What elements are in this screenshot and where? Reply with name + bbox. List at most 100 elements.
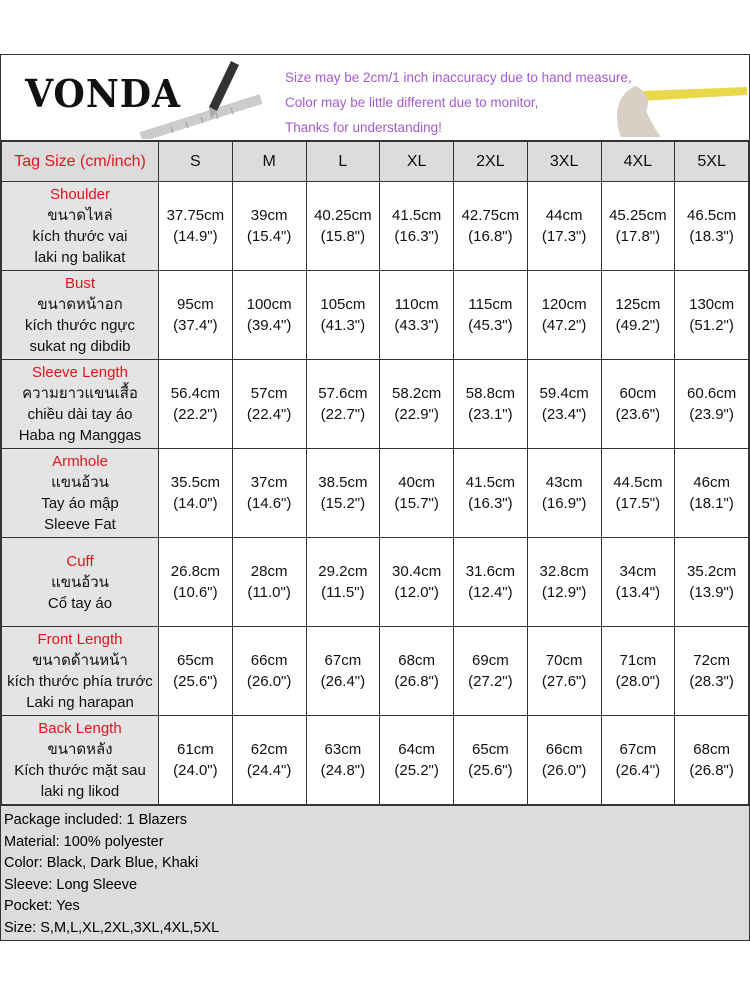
inch-value: (13.9") [689,584,734,601]
cm-value: 31.6cm [465,563,515,580]
info-line: Size: S,M,L,XL,2XL,3XL,4XL,5XL [4,919,220,936]
measurement-cell: 70cm (27.6") [526,626,602,716]
measurement-cell: 41.5cm (16.3") [453,448,528,538]
inch-value: (51.2") [689,317,734,334]
measurement-translation: kích thước ngực [25,317,135,334]
measurement-row: Front Length ขนาดด้านหน้า kích thước phía … [1,626,749,716]
measurement-translation: Haba ng Manggas [18,427,142,444]
cm-value: 38.5cm [318,474,368,491]
cm-value: 70cm [545,652,583,669]
size-header: S [158,141,233,182]
size-header: 2XL [453,141,528,182]
cm-value: 115cm [468,296,513,313]
info-line: Color: Black, Dark Blue, Khaki [4,855,199,872]
banner: VONDA Size may be 2cm/1 inch inaccuracy … [1,55,749,141]
measurement-label: Sleeve Length ความยาวแขนเสื้อ chiều dài ta… [1,359,159,449]
inch-value: (24.0") [173,762,218,779]
brand-logo: VONDA [25,71,181,116]
inch-value: (23.1") [468,406,513,423]
cm-value: 26.8cm [170,563,220,580]
size-header: 5XL [674,141,749,182]
measurement-translation: Laki ng harapan [26,694,134,711]
cm-value: 58.8cm [465,385,515,402]
measurement-name: Sleeve Length [32,364,128,381]
measurement-name: Back Length [38,720,122,737]
cm-value: 105cm [320,296,366,313]
measurement-translation: Tay áo mập [41,495,119,512]
info-line: Package included: 1 Blazers [4,812,187,828]
inch-value: (26.0") [541,762,587,779]
inch-value: (12.0") [394,584,439,601]
cm-value: 45.25cm [609,207,667,224]
measurement-cell: 65cm (25.6") [158,626,233,716]
size-table: Tag Size (cm/inch) S M L XL 2XL 3XL 4XL 5XL Sho… [1,141,749,805]
measurement-cell: 130cm (51.2") [674,270,749,360]
inch-value: (12.9") [541,584,587,601]
measurement-cell: 42.75cm (16.8") [453,181,528,271]
cm-value: 46.5cm [687,207,737,224]
measurement-label: Bust ขนาดหน้าอก kích thước ngực sukat ng di… [1,270,159,360]
measurement-cell: 67cm (26.4") [600,715,676,805]
measurement-cell: 34cm (13.4") [600,537,676,627]
cm-value: 68cm [398,652,435,669]
inch-value: (17.5") [615,495,661,512]
inch-value: (39.4") [246,317,292,334]
inch-value: (15.7") [394,495,439,512]
inch-value: (26.0") [246,673,292,690]
measurement-cell: 62cm (24.4") [231,715,307,805]
measurement-cell: 56.4cm (22.2") [158,359,233,449]
cm-value: 100cm [246,296,292,313]
inch-value: (24.8") [320,762,366,779]
cm-value: 110cm [394,296,439,313]
measurement-translation: Sleeve Fat [44,516,116,533]
measurement-cell: 30.4cm (12.0") [379,537,454,627]
measurement-cell: 35.2cm (13.9") [674,537,749,627]
measurement-row: Shoulder ขนาดไหล่ kích thước vai laki ng ba… [1,181,749,271]
measurement-cell: 57.6cm (22.7") [305,359,381,449]
cm-value: 64cm [398,741,435,758]
inch-value: (26.8") [394,673,439,690]
measurement-row: Bust ขนาดหน้าอก kích thước ngực sukat ng di… [1,270,749,360]
cm-value: 41.5cm [465,474,515,491]
inch-value: (26.8") [689,762,734,779]
measurement-name: Bust [64,275,95,292]
cm-value: 68cm [693,741,730,758]
measurement-cell: 41.5cm (16.3") [379,181,454,271]
inch-value: (43.3") [394,317,439,334]
cm-value: 63cm [324,741,362,758]
size-header: XL [379,141,454,182]
info-line: Pocket: Yes [4,898,80,915]
measurement-name: Armhole [52,453,108,470]
measurement-translation: laki ng likod [40,783,120,800]
measurement-cell: 40cm (15.7") [379,448,454,538]
inch-value: (45.3") [468,317,513,334]
measurement-cell: 110cm (43.3") [379,270,454,360]
cm-value: 67cm [324,652,362,669]
cm-value: 29.2cm [318,563,368,580]
measurement-label: Front Length ขนาดด้านหน้า kích thước phía … [1,626,159,716]
measurement-cell: 65cm (25.6") [453,715,528,805]
measurement-translation: ขนาดหลัง [47,741,113,758]
measurement-cell: 61cm (24.0") [158,715,233,805]
measurement-cell: 69cm (27.2") [453,626,528,716]
cm-value: 57cm [250,385,288,402]
inch-value: (49.2") [615,317,661,334]
cm-value: 61cm [177,741,214,758]
measurement-name: Shoulder [49,186,111,203]
measurement-translation: Kích thước mặt sau [14,762,146,779]
inch-value: (23.9") [689,406,734,423]
cm-value: 65cm [472,741,509,758]
inch-value: (12.4") [468,584,513,601]
measurement-cell: 95cm (37.4") [158,270,233,360]
measurement-translation: ความยาวแขนเสื้อ [22,385,138,402]
size-header: M [231,141,307,182]
inch-value: (16.3") [468,495,513,512]
measurement-row: Cuff แขนอ้วน Cổ tay áo 26.8cm (10.6") 28cm (11… [1,537,749,627]
measurement-cell: 26.8cm (10.6") [158,537,233,627]
inch-value: (22.9") [394,406,439,423]
measurement-cell: 39cm (15.4") [231,181,307,271]
size-header: 4XL [600,141,676,182]
measurement-cell: 44.5cm (17.5") [600,448,676,538]
product-info: Package included: 1 Blazers Material: 10… [1,805,749,940]
measurement-translation: ขนาดด้านหน้า [32,652,128,669]
